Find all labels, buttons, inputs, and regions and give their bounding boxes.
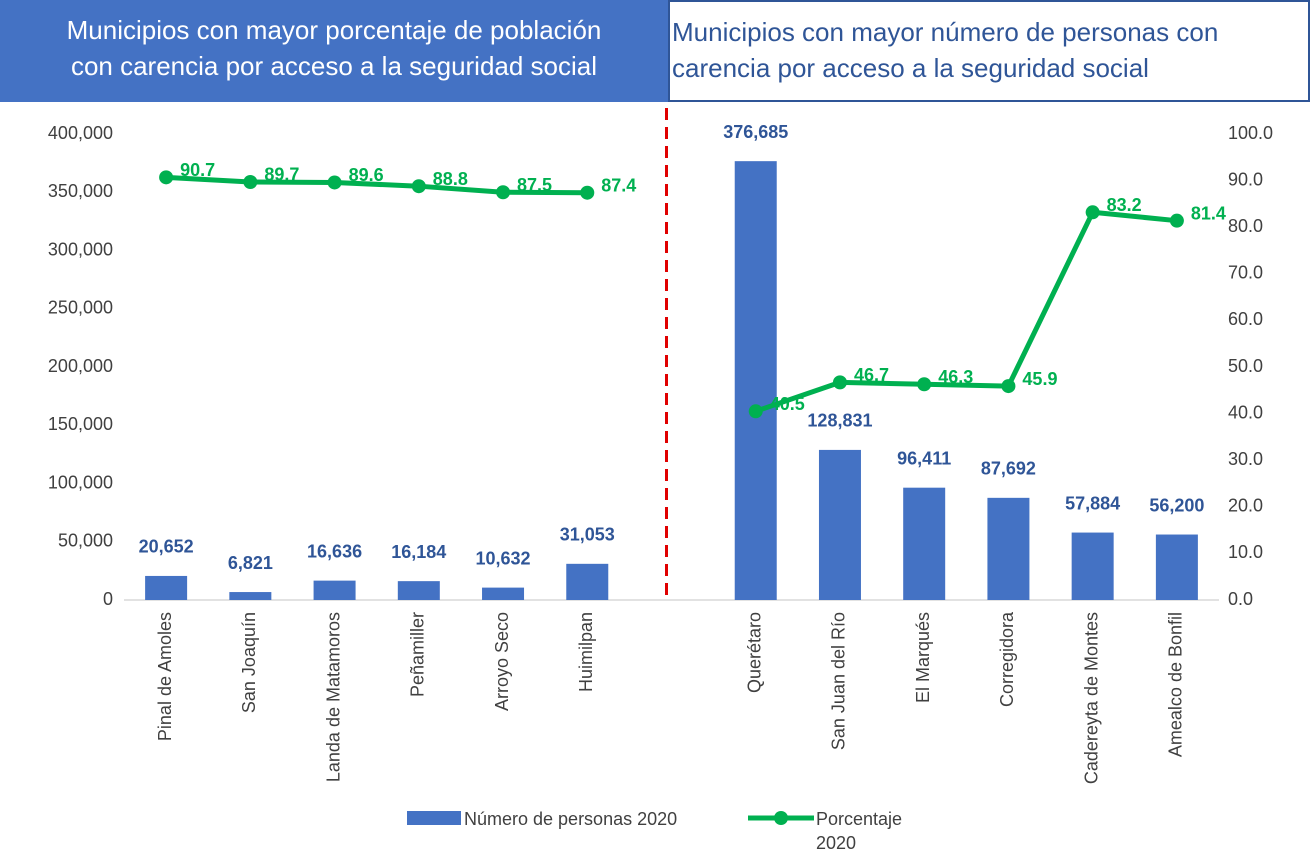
y2-tick-label: 100.0 [1228,123,1273,143]
legend-marker [774,811,788,825]
y2-tick-label: 60.0 [1228,309,1263,329]
bar-label: 96,411 [897,448,951,468]
header-line: Municipios con mayor porcentaje de pobla… [66,15,602,45]
line-label: 89.6 [349,165,384,185]
bar [397,581,440,600]
y2-tick-label: 20.0 [1228,496,1263,516]
bar-label: 87,692 [981,459,1036,479]
bar-label: 31,053 [560,525,615,545]
header-right: Municipios con mayor número de personas … [668,0,1310,102]
chart: 0 50,000 100,000 150,000 200,000 250,000 300,0… [48,108,1273,784]
x-tick-label: Arroyo Seco [492,612,512,711]
bar [987,497,1030,600]
bar [229,592,272,600]
line-marker [496,185,511,200]
line-label: 90.7 [180,160,215,180]
x-tick-label: Landa de Matamoros [323,612,343,782]
x-tick-label: San Joaquín [239,612,259,713]
y2-tick-label: 90.0 [1228,169,1263,189]
y-tick-label: 200,000 [48,356,113,376]
bar [313,580,356,600]
bar-label: 10,632 [476,548,531,568]
y2-tick-label: 10.0 [1228,542,1263,562]
x-tick-label: Huimilpan [576,612,596,692]
y-tick-label: 300,000 [48,239,113,259]
bar [482,587,525,600]
legend-label: Número de personas 2020 [464,809,678,829]
x-tick-label: El Marqués [913,612,933,703]
legend: Número de personas 2020 Porcentaje 2020 [0,805,1316,857]
y-tick-label: 350,000 [48,181,113,201]
bar-label: 16,184 [391,542,446,562]
y-tick-label: 100,000 [48,472,113,492]
line-label: 88.8 [433,169,468,189]
bar [818,449,861,600]
y-tick-label: 400,000 [48,123,113,143]
y2-tick-label: 80.0 [1228,216,1263,236]
header-line: carencia por acceso a la seguridad socia… [672,53,1149,83]
x-tick-label: Cadereyta de Montes [1081,612,1101,784]
line-marker [580,185,595,200]
legend-label: Porcentaje 2020 [816,809,903,853]
bar-label: 376,685 [723,122,788,142]
line-label: 81.4 [1191,203,1226,223]
line-marker [1169,213,1184,228]
line-label: 87.4 [601,175,636,195]
line [165,174,1178,414]
line-label: 89.7 [264,165,299,185]
line-label: 46.7 [854,365,889,385]
x-tick-label: Peñamiller [408,612,428,697]
bar-label: 56,200 [1149,495,1204,515]
x-tick-label: Pinal de Amoles [155,612,175,741]
bar [1071,532,1114,600]
line-marker [327,175,342,190]
y-tick-label: 150,000 [48,414,113,434]
line-label: 45.9 [1022,369,1057,389]
y2-tick-label: 40.0 [1228,402,1263,422]
line-label: 83.2 [1107,195,1142,215]
bar [566,563,609,600]
y-tick-label: 0 [103,589,113,609]
bar-label: 20,652 [139,537,194,557]
header-line: Municipios con mayor número de personas … [672,17,1219,47]
y2-tick-label: 0.0 [1228,589,1253,609]
line-marker [832,375,847,390]
bar-label: 16,636 [307,541,362,561]
y2-tick-label: 50.0 [1228,356,1263,376]
line-marker [243,174,258,189]
legend-bar [407,811,461,825]
line-label: 87.5 [517,175,552,195]
line-marker [917,377,932,392]
x-tick-label: Querétaro [744,612,764,693]
y2-tick-label: 70.0 [1228,263,1263,283]
y-tick-label: 250,000 [48,298,113,318]
line-label: 40.5 [770,394,805,414]
line-label: 46.3 [938,367,973,387]
line-marker [411,179,426,194]
line-marker [1085,205,1100,220]
line-marker [159,170,174,185]
bar-label: 6,821 [228,553,273,573]
bar-label: 128,831 [807,411,872,431]
legend-swatch [407,811,461,825]
y-tick-label: 50,000 [58,531,113,551]
bar [734,161,777,600]
bar-label: 57,884 [1065,493,1120,513]
header-line: con carencia por acceso a la seguridad s… [70,51,598,81]
x-tick-label: San Juan del Río [829,612,849,750]
x-tick-label: Amealco de Bonfil [1166,612,1186,757]
legend-swatch [748,811,814,825]
y2-tick-label: 30.0 [1228,449,1263,469]
line-marker [748,404,763,419]
bar [903,487,946,600]
line-marker [1001,379,1016,394]
header-left: Municipios con mayor porcentaje de pobla… [0,0,668,102]
x-tick-label: Corregidora [997,611,1017,707]
bar [1155,534,1198,600]
bar [145,575,188,600]
